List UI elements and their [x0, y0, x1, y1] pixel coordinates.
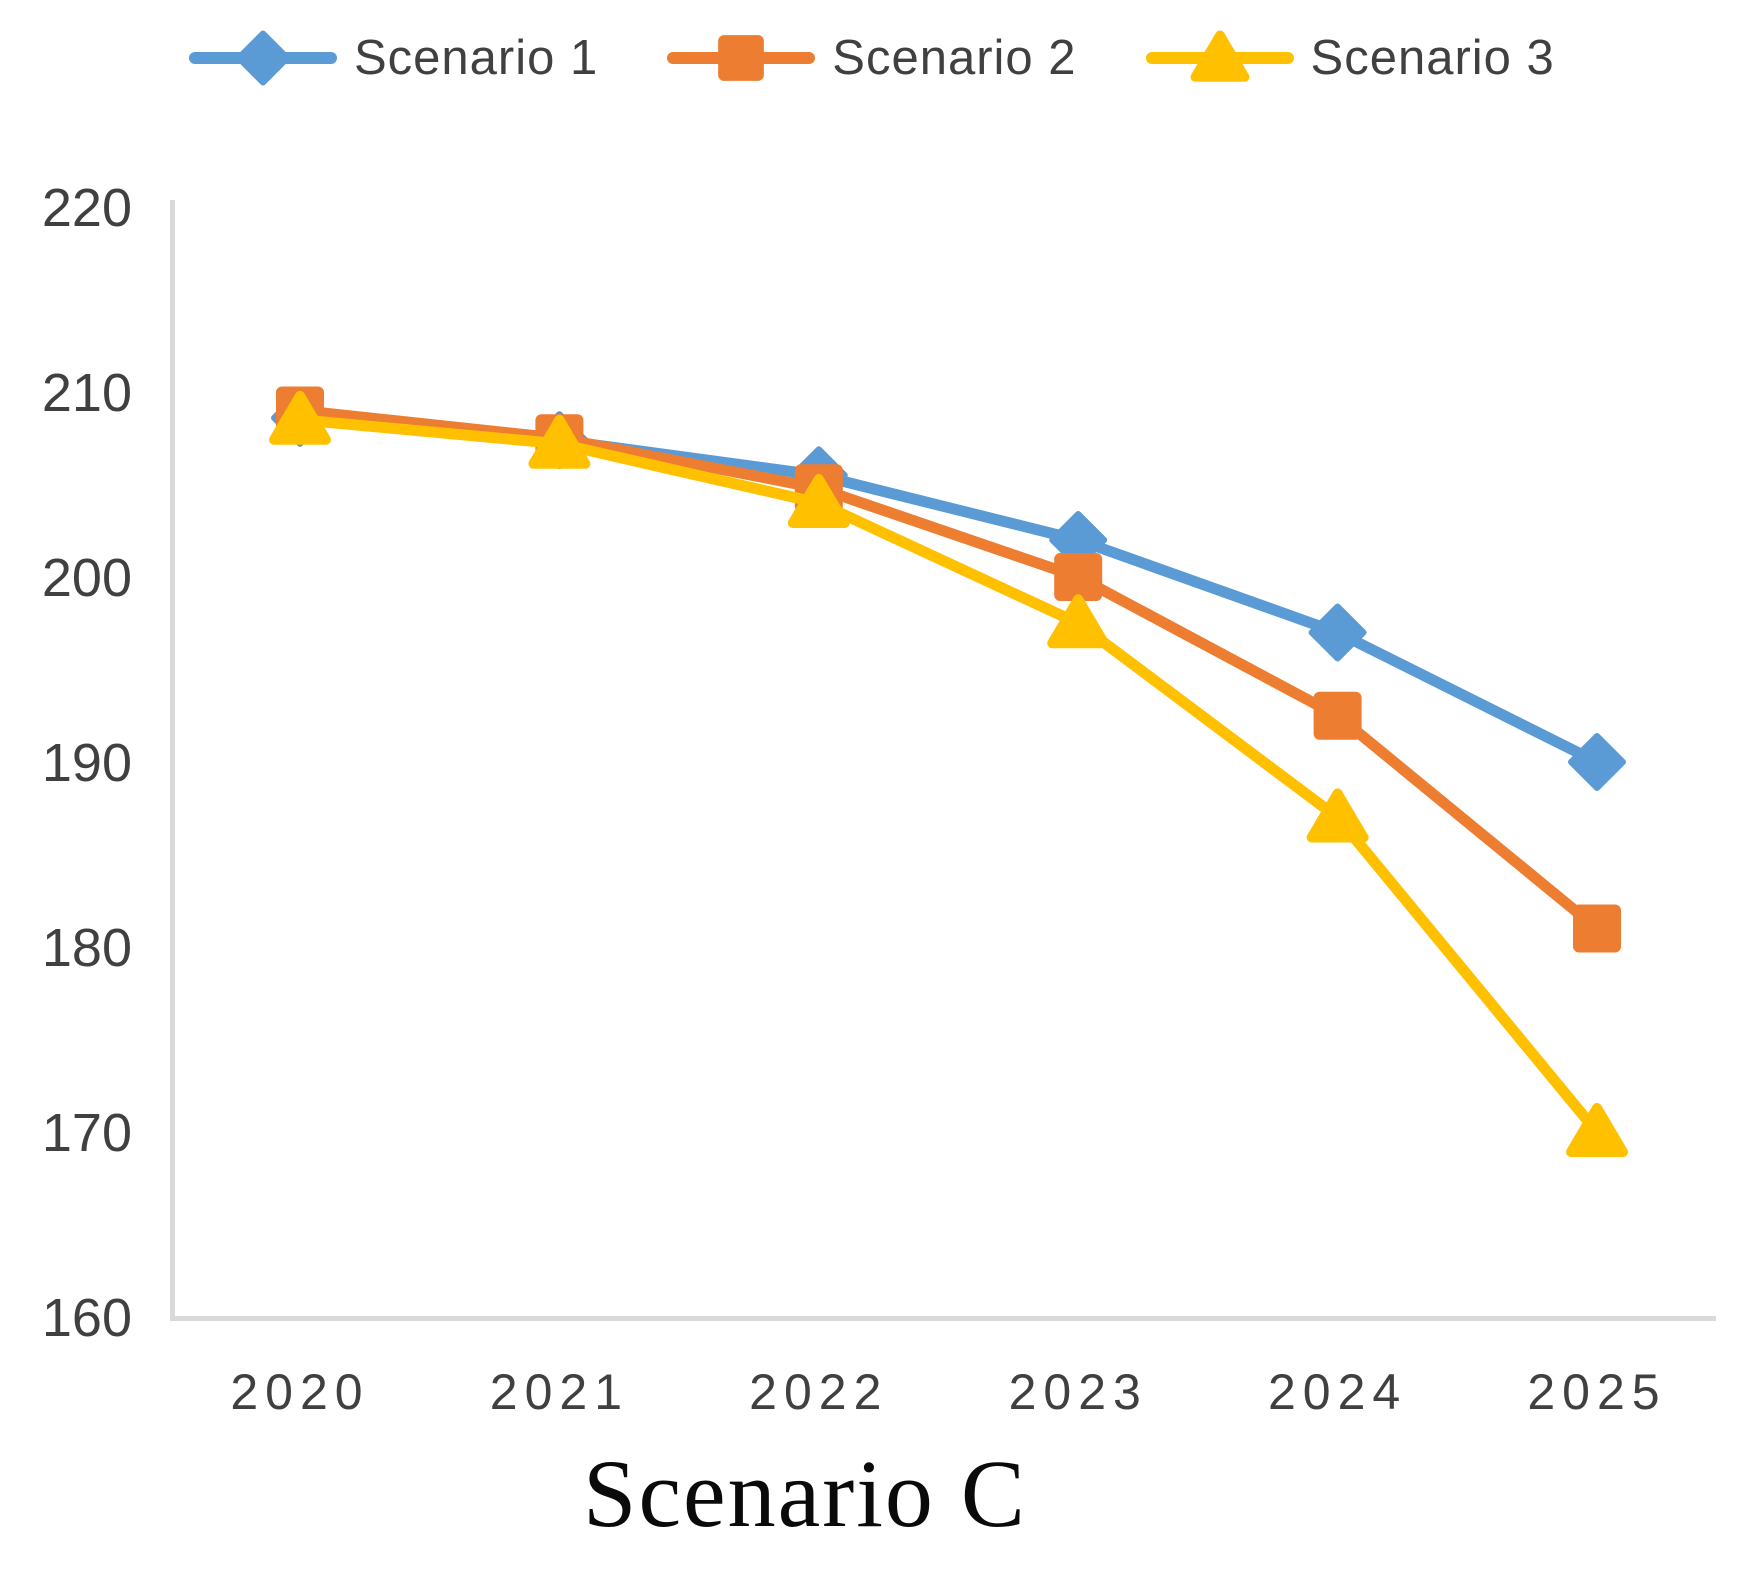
triangle-marker-icon	[1190, 30, 1249, 82]
diamond-legend-key-icon	[189, 30, 337, 86]
square-marker-icon	[718, 35, 765, 81]
x-tick-label-2020: 2020	[230, 1364, 369, 1420]
x-tick-label-2021: 2021	[490, 1364, 629, 1420]
series-line	[294, 405, 1603, 934]
legend-label: Scenario 3	[1310, 31, 1555, 85]
triangle-marker-icon	[1306, 788, 1369, 843]
y-tick-label-190: 190	[42, 733, 132, 793]
x-tick-label-2024: 2024	[1268, 1364, 1407, 1420]
y-tick-label-160: 160	[42, 1288, 132, 1348]
series-scenario-1	[271, 388, 1626, 791]
y-tick-label-210: 210	[42, 363, 132, 423]
x-tick-label-2023: 2023	[1009, 1364, 1148, 1420]
series-scenario-3	[269, 390, 1628, 1157]
series-line	[294, 412, 1603, 768]
x-tick-label-2025: 2025	[1527, 1364, 1666, 1420]
diamond-marker-icon	[1568, 733, 1626, 791]
triangle-marker-icon	[269, 390, 331, 445]
square-marker-icon	[1313, 691, 1362, 740]
legend-item-scenario-2: Scenario 2	[666, 28, 1076, 88]
diamond-marker-icon	[1308, 603, 1367, 662]
square-legend-key-icon	[667, 35, 816, 81]
x-tick-label-2022: 2022	[749, 1364, 888, 1420]
y-tick-label-220: 220	[42, 178, 132, 238]
legend-label: Scenario 1	[354, 31, 599, 85]
chart-legend: Scenario 1 Scenario 2 Scenario 3	[188, 28, 1555, 88]
y-tick-label-170: 170	[42, 1103, 132, 1163]
y-tick-label-200: 200	[42, 548, 132, 608]
triangle-marker-icon	[787, 474, 850, 528]
legend-item-scenario-1: Scenario 1	[188, 28, 598, 88]
square-marker-icon	[1054, 553, 1103, 601]
square-marker-icon	[1573, 904, 1621, 953]
y-tick-label-180: 180	[42, 918, 132, 978]
diamond-marker-icon	[235, 30, 291, 86]
legend-item-scenario-3: Scenario 3	[1145, 28, 1555, 88]
triangle-marker-icon	[1047, 594, 1110, 649]
triangle-marker-icon	[528, 414, 591, 469]
series-line	[294, 414, 1603, 1138]
triangle-marker-icon	[1566, 1103, 1628, 1157]
triangle-legend-key-icon	[1145, 30, 1294, 82]
legend-label: Scenario 2	[832, 31, 1077, 85]
chart-title: Scenario C	[583, 1440, 1027, 1547]
